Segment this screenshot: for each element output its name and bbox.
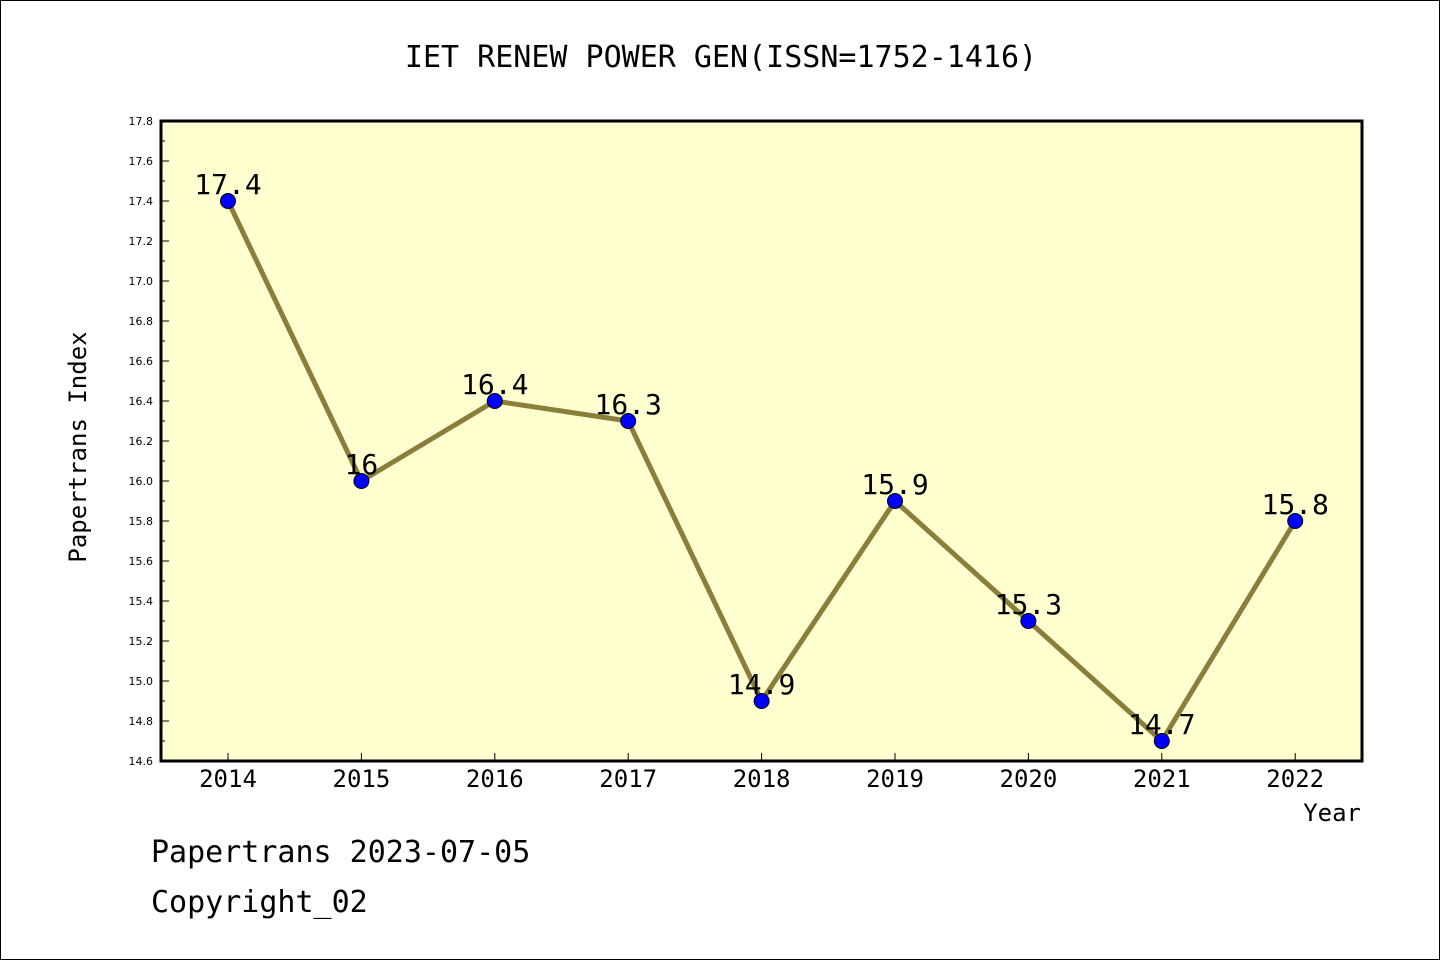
data-label: 14.7 xyxy=(1128,708,1195,741)
data-label: 15.9 xyxy=(861,468,928,501)
x-tick-label: 2014 xyxy=(199,765,257,793)
y-axis-label: Papertrans Index xyxy=(64,331,92,562)
y-tick-label: 17.6 xyxy=(129,155,154,168)
data-label: 15.8 xyxy=(1261,488,1328,521)
y-tick-label: 17.8 xyxy=(129,115,154,128)
x-tick-label: 2020 xyxy=(1000,765,1058,793)
data-point xyxy=(887,493,903,509)
data-point xyxy=(1153,733,1170,749)
data-label: 14.9 xyxy=(728,668,795,701)
chart-title: IET RENEW POWER GEN(ISSN=1752-1416) xyxy=(405,40,1037,75)
series-line-group: 17.4 16 16.4 16.3 14.9 15.9 15.3 14.7 15.8 xyxy=(194,168,1329,749)
footer-date: Papertrans 2023-07-05 xyxy=(151,835,531,870)
x-tick-label: 2019 xyxy=(866,765,924,793)
y-tick-label: 16.6 xyxy=(129,355,154,368)
data-label: 16.4 xyxy=(461,368,528,401)
y-tick-label: 17.4 xyxy=(129,195,154,208)
y-tick-label: 15.2 xyxy=(129,635,154,648)
x-axis-label: Year xyxy=(1303,799,1361,827)
y-axis: 14.6 14.8 15.0 15.2 15.4 15.6 15.8 16.0 16.2 16.4… xyxy=(129,115,169,768)
y-tick-label: 15.0 xyxy=(129,675,154,688)
x-tick-label: 2016 xyxy=(466,765,524,793)
x-tick-label: 2018 xyxy=(733,765,791,793)
y-tick-label: 17.0 xyxy=(129,275,154,288)
y-tick-label: 17.2 xyxy=(129,235,154,248)
data-label: 17.4 xyxy=(194,168,261,201)
y-tick-label: 15.4 xyxy=(129,595,154,608)
footer-copyright: Copyright_02 xyxy=(151,885,368,920)
y-tick-label: 15.8 xyxy=(129,515,154,528)
x-tick-label: 2015 xyxy=(333,765,391,793)
x-tick-label: 2021 xyxy=(1133,765,1191,793)
data-point xyxy=(1020,613,1037,629)
y-tick-label: 15.6 xyxy=(129,555,154,568)
data-label: 15.3 xyxy=(995,588,1062,621)
y-tick-label: 14.6 xyxy=(129,755,154,768)
data-point xyxy=(1287,513,1304,529)
x-axis: 2014 2015 2016 2017 2018 2019 2020 2021 2022 xyxy=(199,753,1324,793)
data-point xyxy=(620,413,637,429)
y-tick-label: 16.4 xyxy=(129,395,154,408)
plot-area xyxy=(159,119,1364,763)
data-label: 16.3 xyxy=(594,388,661,421)
data-label: 16 xyxy=(345,448,379,481)
data-point xyxy=(753,693,770,709)
data-point xyxy=(353,473,370,489)
y-tick-label: 14.8 xyxy=(129,715,154,728)
data-point xyxy=(220,193,236,209)
x-tick-label: 2022 xyxy=(1266,765,1324,793)
data-point xyxy=(486,393,503,409)
y-tick-label: 16.2 xyxy=(129,435,154,448)
x-tick-label: 2017 xyxy=(599,765,657,793)
y-tick-label: 16.8 xyxy=(129,315,154,328)
y-tick-label: 16.0 xyxy=(129,475,154,488)
